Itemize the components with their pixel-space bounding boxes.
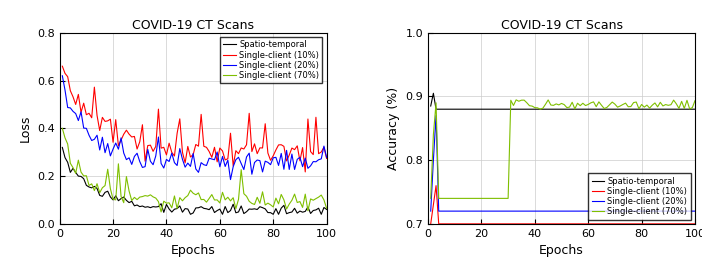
Single-client (70%) [672, 102, 680, 105]
Spatio-temporal [683, 108, 691, 111]
Single-client (70%) [477, 197, 486, 200]
Single-client (10%) [301, 170, 310, 174]
Single-client (20%) [58, 74, 67, 78]
Spatio-temporal [568, 108, 576, 111]
Single-client (20%) [109, 147, 117, 151]
Single-client (20%) [680, 209, 689, 213]
Single-client (70%) [427, 197, 435, 200]
Spatio-temporal [216, 207, 224, 211]
X-axis label: Epochs: Epochs [171, 244, 216, 257]
Single-client (20%) [491, 209, 499, 213]
Single-client (10%) [491, 222, 499, 225]
Single-client (70%) [691, 99, 699, 102]
Spatio-temporal [312, 208, 320, 212]
Single-client (10%) [58, 64, 67, 68]
Spatio-temporal [590, 108, 598, 111]
Single-client (10%) [119, 133, 128, 136]
Single-client (20%) [119, 152, 128, 155]
Line: Spatio-temporal: Spatio-temporal [62, 147, 326, 214]
Spatio-temporal [58, 146, 67, 149]
Single-client (70%) [197, 198, 206, 201]
Single-client (20%) [691, 209, 699, 213]
Spatio-temporal [494, 108, 502, 111]
Line: Spatio-temporal: Spatio-temporal [431, 93, 695, 109]
Spatio-temporal [119, 195, 128, 199]
Single-client (20%) [432, 114, 440, 117]
Spatio-temporal [691, 108, 699, 111]
Single-client (20%) [312, 160, 320, 164]
Single-client (70%) [488, 197, 496, 200]
Single-client (20%) [194, 171, 203, 174]
Single-client (10%) [480, 222, 489, 225]
Spatio-temporal [432, 108, 440, 111]
Line: Single-client (20%): Single-client (20%) [62, 76, 326, 180]
Single-client (20%) [226, 178, 234, 181]
Spatio-temporal [675, 108, 683, 111]
Single-client (10%) [432, 184, 440, 187]
Y-axis label: Loss: Loss [18, 115, 32, 142]
Single-client (70%) [304, 209, 312, 212]
Single-client (10%) [587, 222, 595, 225]
Single-client (10%) [680, 222, 689, 225]
Single-client (70%) [587, 101, 595, 105]
Single-client (20%) [322, 156, 331, 159]
Line: Single-client (20%): Single-client (20%) [431, 115, 695, 211]
Single-client (10%) [312, 116, 320, 119]
Single-client (20%) [672, 209, 680, 213]
Single-client (70%) [512, 98, 520, 102]
Single-client (70%) [680, 107, 689, 110]
Line: Single-client (70%): Single-client (70%) [431, 100, 695, 198]
Single-client (10%) [216, 146, 224, 150]
Single-client (20%) [216, 165, 224, 168]
Single-client (20%) [480, 209, 489, 213]
Spatio-temporal [304, 205, 312, 209]
Single-client (70%) [157, 210, 165, 213]
Single-client (20%) [427, 209, 435, 213]
Spatio-temporal [194, 206, 203, 209]
Single-client (10%) [194, 144, 203, 148]
Single-client (20%) [304, 167, 312, 170]
Line: Single-client (70%): Single-client (70%) [62, 128, 326, 212]
Y-axis label: Accuracy (%): Accuracy (%) [387, 87, 400, 170]
Single-client (10%) [304, 117, 312, 121]
Spatio-temporal [322, 208, 331, 211]
Single-client (70%) [119, 201, 128, 204]
Single-client (10%) [427, 222, 435, 225]
Title: COVID-19 CT Scans: COVID-19 CT Scans [132, 19, 254, 32]
Single-client (10%) [322, 157, 331, 160]
Single-client (70%) [322, 207, 331, 210]
Single-client (70%) [109, 198, 117, 201]
Line: Single-client (10%): Single-client (10%) [431, 186, 695, 224]
Single-client (10%) [109, 141, 117, 144]
Spatio-temporal [109, 198, 117, 201]
Single-client (70%) [565, 105, 574, 109]
Spatio-temporal [218, 213, 227, 216]
X-axis label: Epochs: Epochs [539, 244, 584, 257]
Single-client (10%) [672, 222, 680, 225]
Single-client (20%) [565, 209, 574, 213]
Single-client (70%) [218, 191, 227, 194]
Legend: Spatio-temporal, Single-client (10%), Single-client (20%), Single-client (70%): Spatio-temporal, Single-client (10%), Si… [220, 37, 322, 83]
Single-client (70%) [58, 127, 67, 130]
Spatio-temporal [482, 108, 491, 111]
Single-client (10%) [691, 222, 699, 225]
Single-client (70%) [312, 197, 320, 200]
Spatio-temporal [429, 92, 437, 95]
Single-client (20%) [587, 209, 595, 213]
Spatio-temporal [427, 104, 435, 108]
Line: Single-client (10%): Single-client (10%) [62, 66, 326, 172]
Legend: Spatio-temporal, Single-client (10%), Single-client (20%), Single-client (70%): Spatio-temporal, Single-client (10%), Si… [588, 173, 691, 220]
Title: COVID-19 CT Scans: COVID-19 CT Scans [501, 19, 623, 32]
Single-client (10%) [565, 222, 574, 225]
